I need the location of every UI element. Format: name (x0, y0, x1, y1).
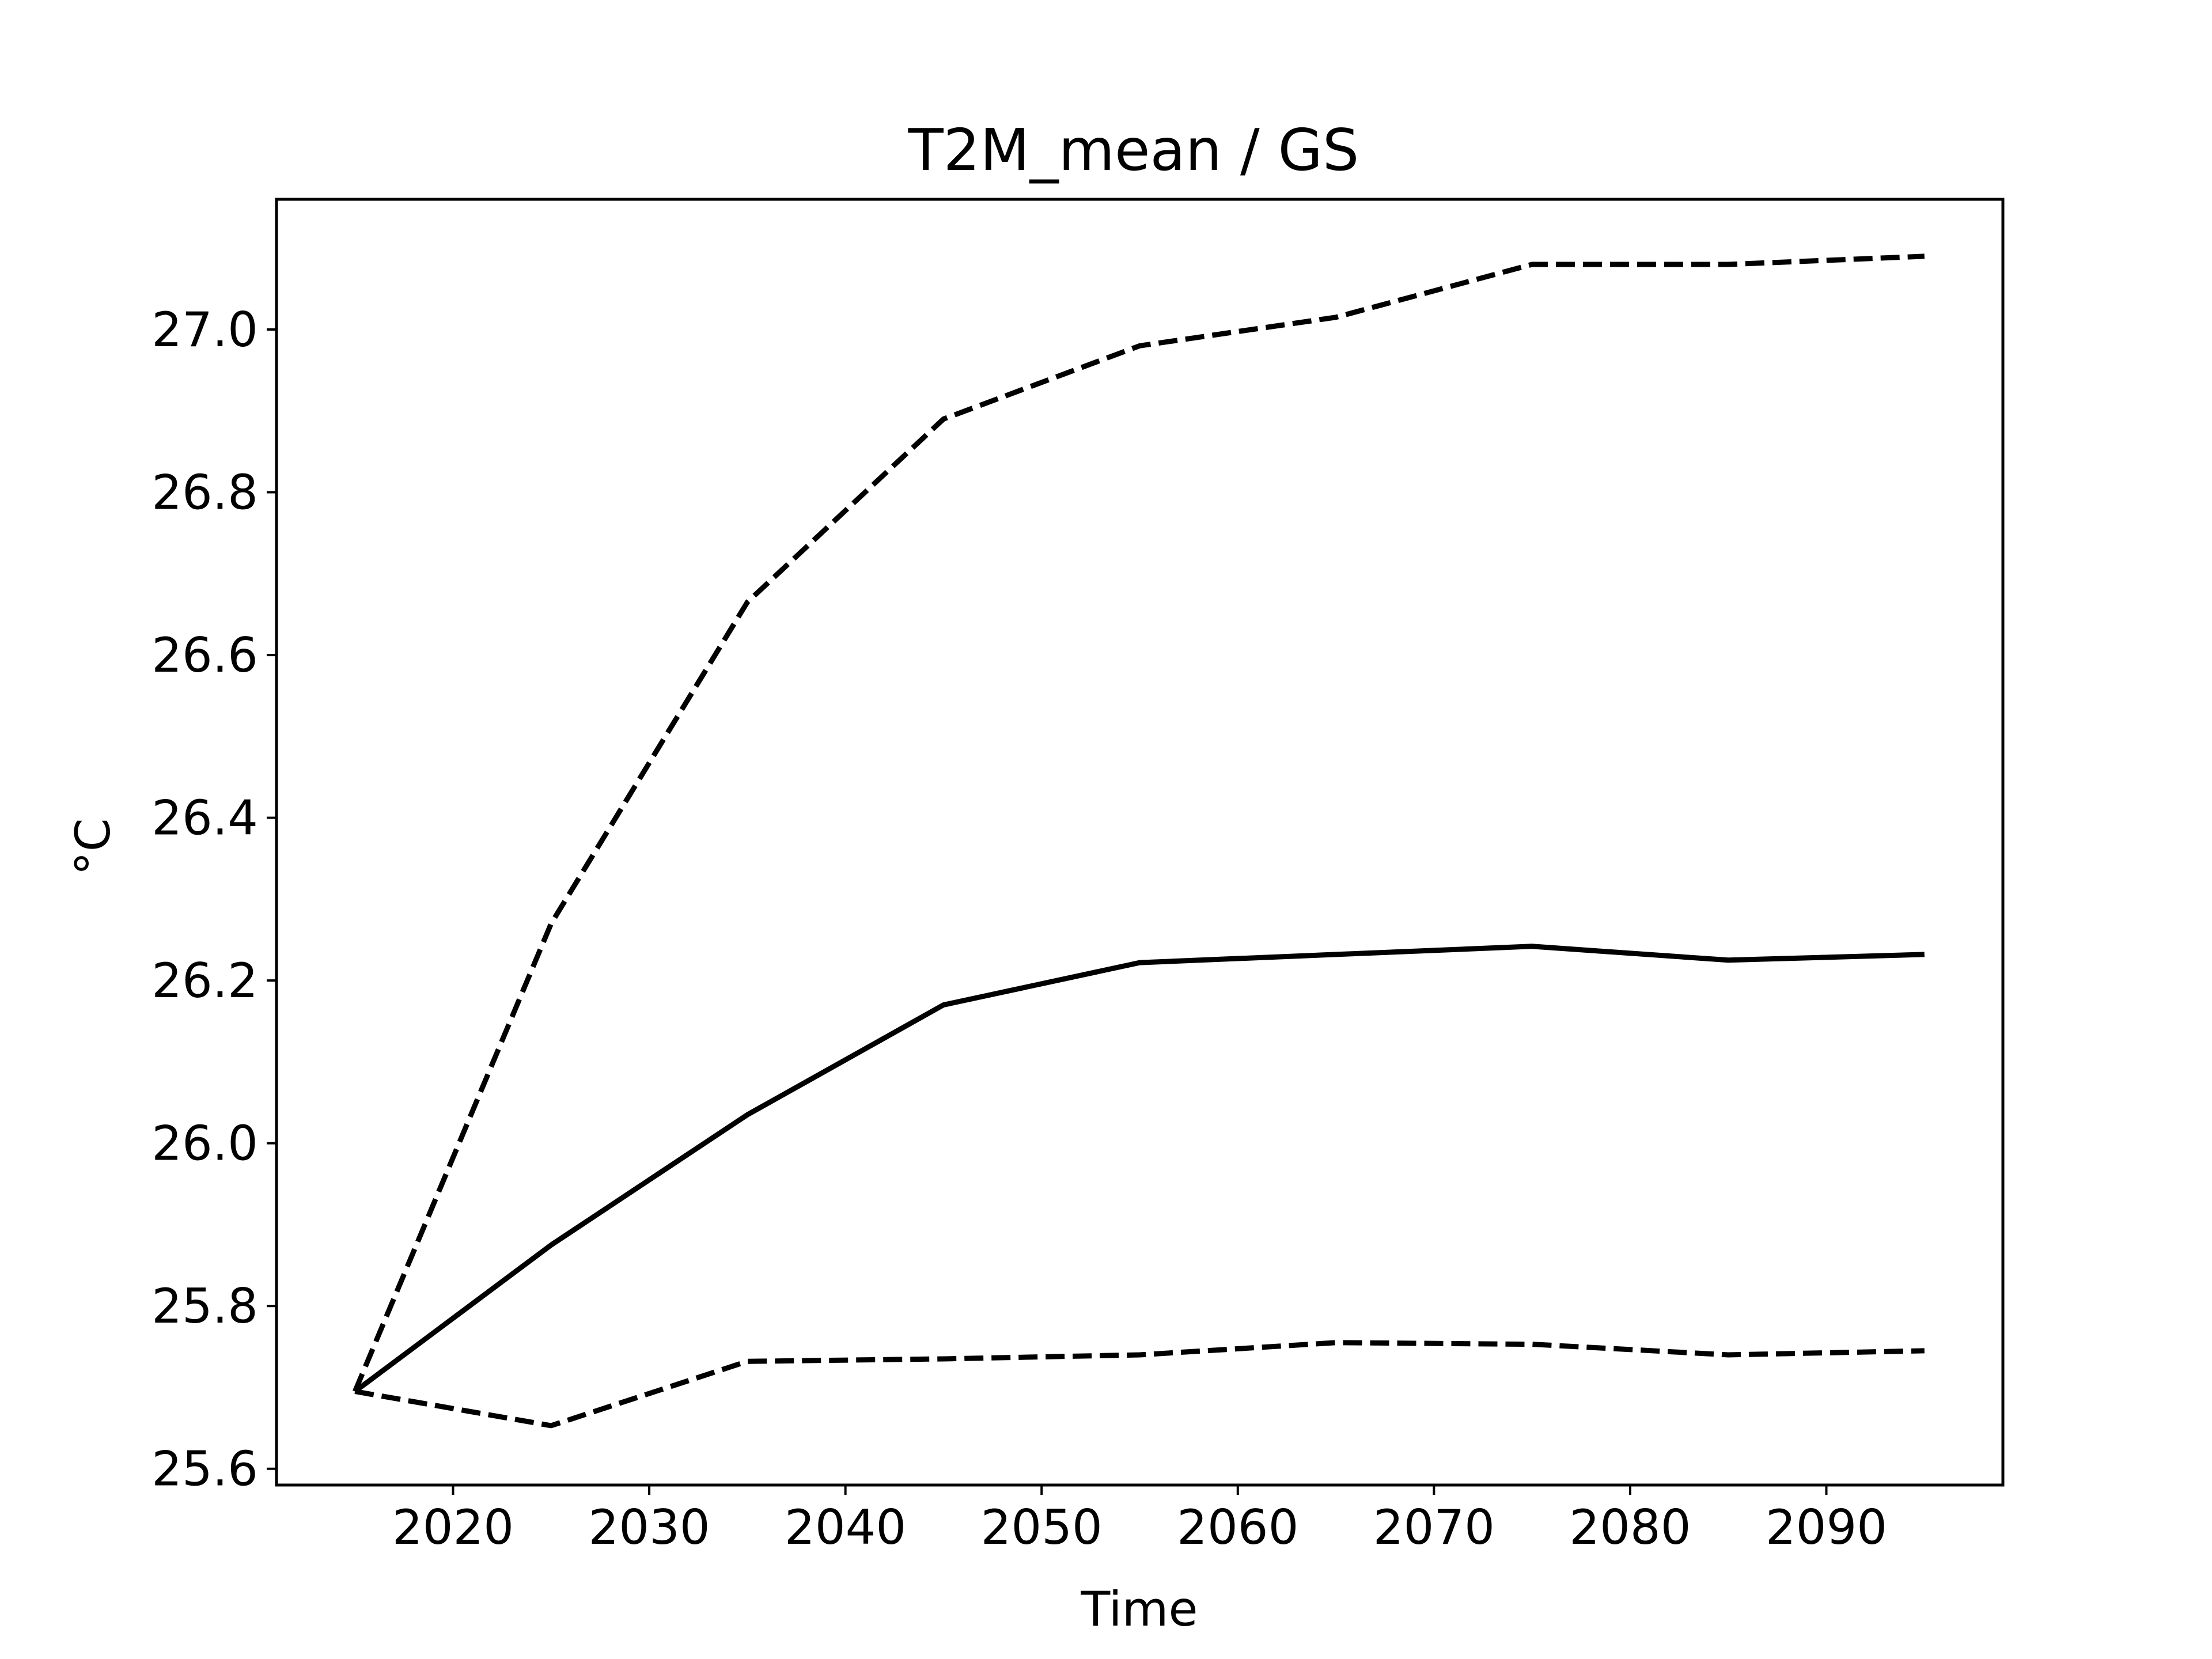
x-tick-label: 2020 (392, 1499, 514, 1555)
x-axis-label: Time (1080, 1581, 1198, 1637)
x-tick-label: 2060 (1177, 1499, 1298, 1555)
x-axis: 2020 2030 2040 2050 2060 2070 2080 2090 (392, 1485, 1887, 1555)
y-tick-label: 26.6 (151, 627, 258, 683)
y-tick-label: 26.4 (151, 790, 258, 846)
series-line-2-solid (353, 944, 1925, 1394)
x-tick-label: 2030 (588, 1499, 710, 1555)
y-tick-label: 25.6 (151, 1441, 258, 1497)
x-tick-label: 2050 (981, 1499, 1103, 1555)
y-tick-label: 26.0 (151, 1116, 258, 1172)
x-tick-label: 2090 (1766, 1499, 1887, 1555)
series-line-3-dashed (354, 1340, 1925, 1429)
y-tick-label: 27.0 (151, 302, 258, 358)
series-line-1-dashed (353, 253, 1925, 1393)
y-tick-label: 25.8 (151, 1278, 258, 1334)
y-axis-label: °C (65, 818, 121, 875)
x-tick-label: 2070 (1373, 1499, 1495, 1555)
y-tick-label: 26.8 (151, 465, 258, 521)
x-tick-label: 2080 (1569, 1499, 1691, 1555)
plot-frame (275, 198, 2005, 1487)
y-tick-label: 26.2 (151, 953, 258, 1009)
chart-title: T2M_mean / GS (908, 116, 1359, 184)
y-axis: 25.6 25.8 26.0 26.2 26.4 26.6 26.8 27.0 (151, 302, 276, 1497)
plot-area (353, 253, 1925, 1429)
x-tick-label: 2040 (785, 1499, 906, 1555)
